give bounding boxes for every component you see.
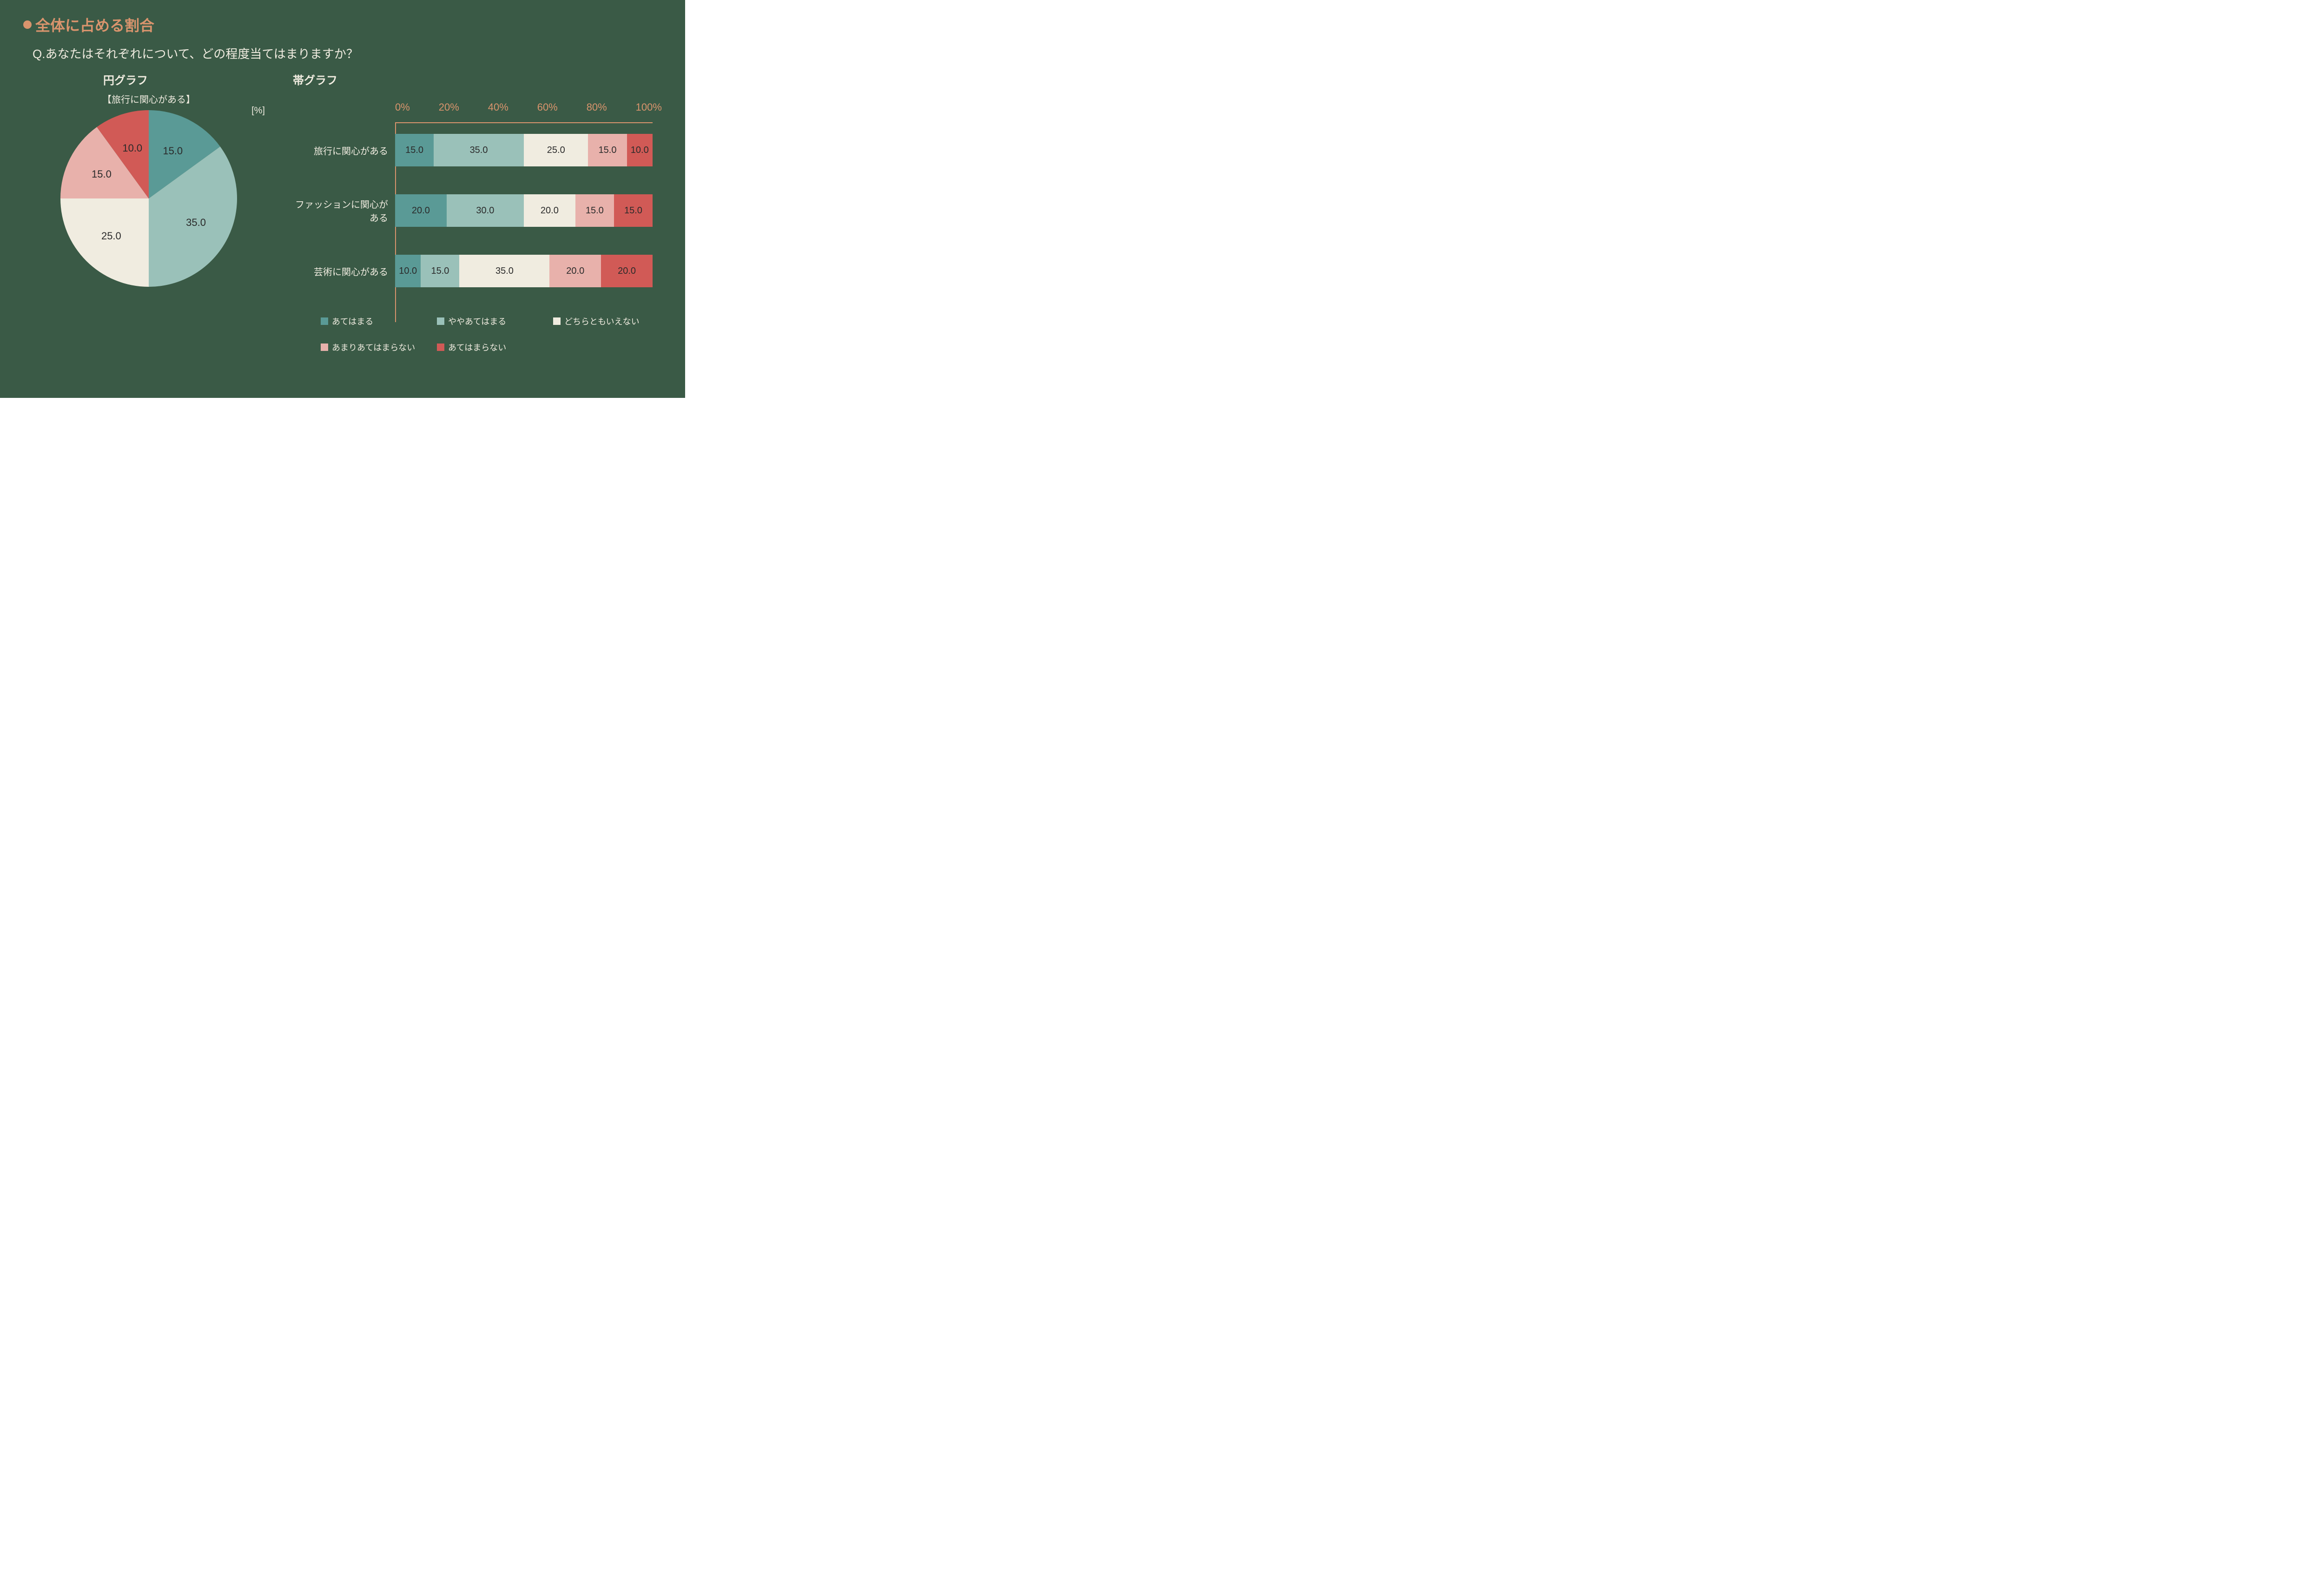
bar-segment: 15.0 [421,255,459,287]
bar-row-label: 芸術に関心がある [293,264,395,278]
axis-tick: 80% [587,101,607,120]
pie-value-label: 25.0 [101,230,121,242]
legend-label: あまりあてはまらない [332,341,415,353]
legend-swatch [437,344,444,351]
pie-chart: [%] 15.035.025.015.010.0 [60,110,237,287]
pie-value-label: 35.0 [186,217,206,229]
bar-row: 芸術に関心がある10.015.035.020.020.0 [293,255,662,287]
question-text: Q.あなたはそれぞれについて、どの程度当てはまりますか？ [33,45,662,62]
axis-tick: 40% [488,101,508,120]
legend-item: あてはまらない [437,341,535,353]
page-title: 全体に占める割合 [35,14,154,35]
axis-row: 0% 20% 40% 60% 80% 100% [293,101,662,120]
axis-tick: 60% [537,101,558,120]
bar-segment: 15.0 [588,134,627,166]
bar-segment: 15.0 [395,134,434,166]
pie-subtitle: 【旅行に関心がある】 [23,92,274,106]
bar-segment: 20.0 [601,255,653,287]
legend-item: あまりあてはまらない [321,341,418,353]
bar-row: 旅行に関心がある15.035.025.015.010.0 [293,134,662,166]
bar-segment: 35.0 [434,134,524,166]
pie-value-label: 15.0 [92,168,112,180]
slide: 全体に占める割合 Q.あなたはそれぞれについて、どの程度当てはまりますか？ 円グ… [0,0,685,398]
legend-label: あてはまる [332,315,373,327]
bar-row: ファッションに関心がある20.030.020.015.015.0 [293,194,662,227]
pie-panel: 円グラフ 【旅行に関心がある】 [%] 15.035.025.015.010.0 [23,71,274,353]
legend-label: あてはまらない [448,341,506,353]
pie-value-label: 10.0 [122,142,142,154]
bar-segment: 20.0 [524,194,575,227]
bar-segment: 35.0 [459,255,549,287]
pie-heading: 円グラフ [0,71,274,87]
legend-swatch [321,317,328,325]
axis-tick: 20% [439,101,459,120]
bar-track: 15.035.025.015.010.0 [395,134,653,166]
bar-row-label: ファッションに関心がある [293,197,395,224]
bar-segment: 30.0 [447,194,524,227]
bar-track: 10.015.035.020.020.0 [395,255,653,287]
bar-heading: 帯グラフ [293,71,662,87]
bar-segment: 20.0 [395,194,447,227]
pie-value-label: 15.0 [163,145,183,157]
bar-track: 20.030.020.015.015.0 [395,194,653,227]
bar-chart: 0%20%40%60%80%100% 旅行に関心がある15.035.025.01… [293,101,662,353]
pie-unit: [%] [251,106,265,116]
bar-segment: 25.0 [524,134,588,166]
bar-row-label: 旅行に関心がある [293,144,395,157]
bar-segment: 15.0 [614,194,653,227]
bars-container: 旅行に関心がある15.035.025.015.010.0ファッションに関心がある… [293,120,662,287]
axis-ticks: 0% 20% 40% 60% 80% 100% [395,101,662,120]
axis-tick: 100% [636,101,662,120]
bar-segment: 15.0 [575,194,614,227]
legend-swatch [321,344,328,351]
title-row: 全体に占める割合 [23,14,662,35]
bar-segment: 10.0 [627,134,653,166]
bar-segment: 20.0 [549,255,601,287]
pie-svg [60,110,237,287]
bar-segment: 10.0 [395,255,421,287]
pie-slice [60,198,149,287]
charts-container: 円グラフ 【旅行に関心がある】 [%] 15.035.025.015.010.0… [23,71,662,353]
axis-tick: 0% [395,101,410,120]
bullet-icon [23,20,32,29]
bar-panel: 帯グラフ 0%20%40%60%80%100% 旅行に関心がある15.035.0… [293,71,662,353]
